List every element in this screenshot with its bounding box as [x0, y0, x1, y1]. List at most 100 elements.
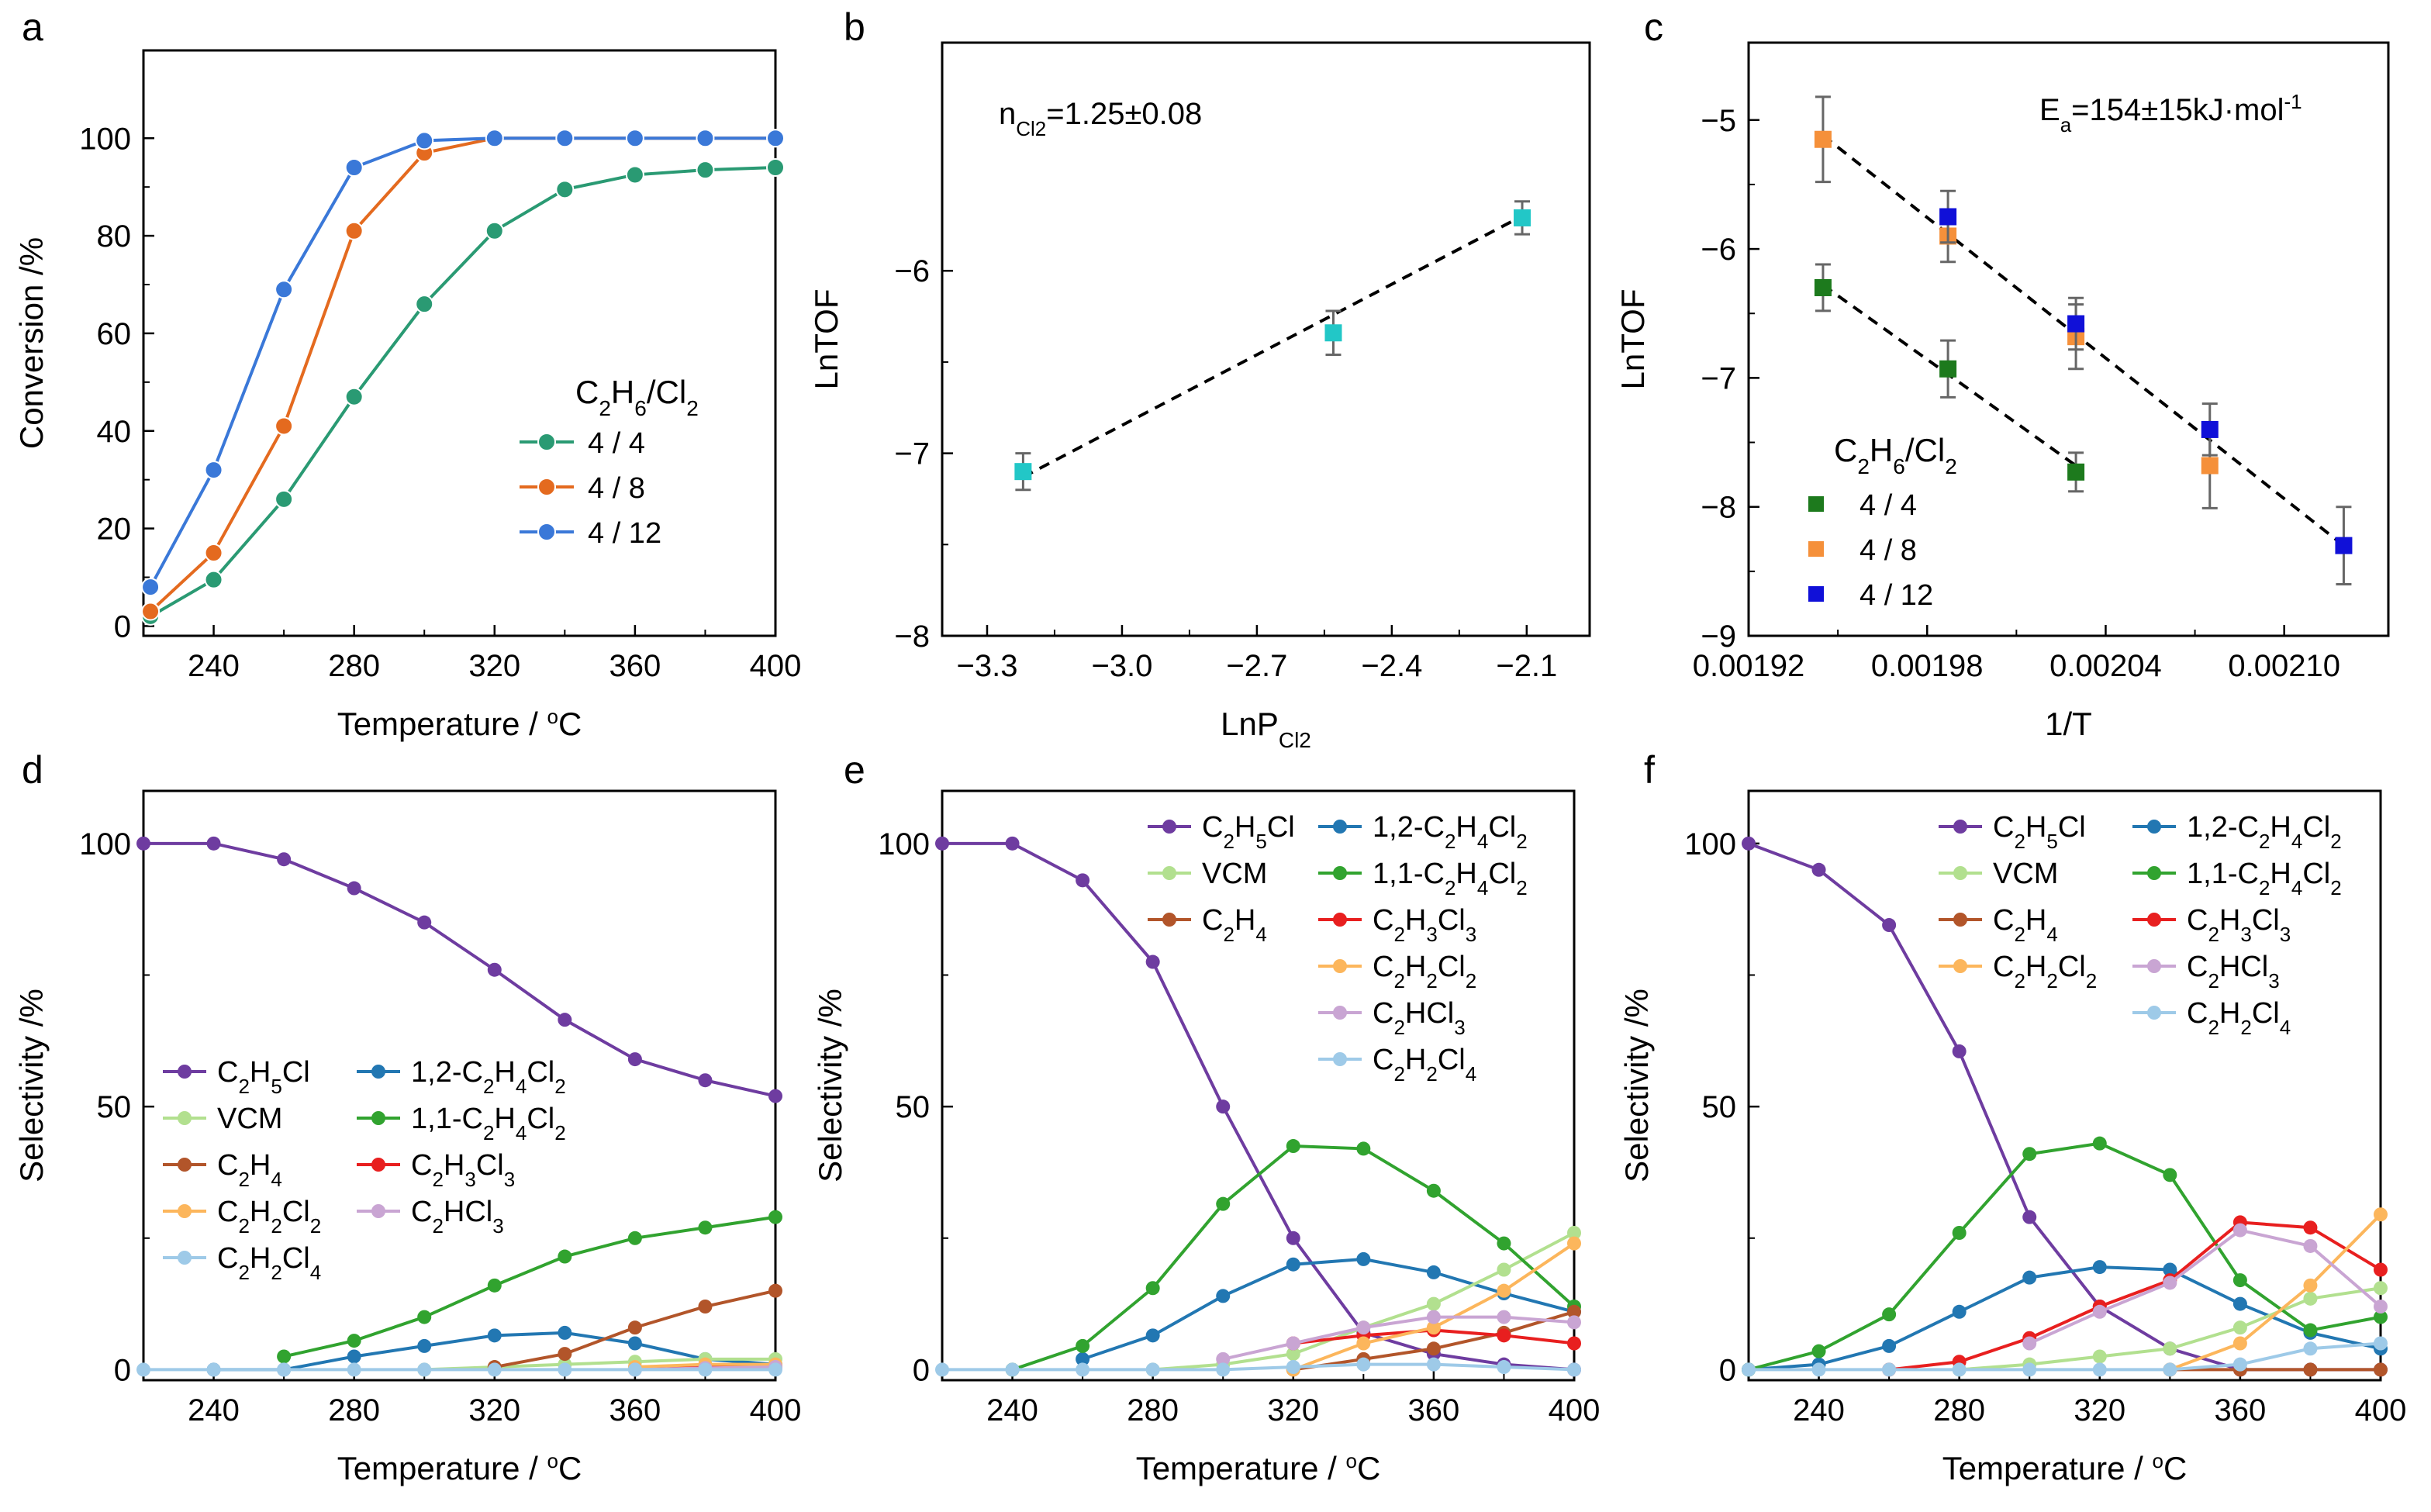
data-point	[2022, 1210, 2037, 1224]
data-point	[1426, 1265, 1441, 1279]
legend-label: 1,1-C2H4Cl2	[411, 1103, 566, 1144]
data-point	[766, 129, 785, 148]
data-point	[1514, 209, 1531, 226]
legend-label: C2H5Cl	[1993, 811, 2086, 853]
x-axis-title: Temperature / oC	[1136, 1449, 1381, 1486]
x-tick-label: −3.3	[957, 649, 1018, 683]
data-point	[1497, 1328, 1511, 1343]
y-axis-title: Selectivity /%	[812, 989, 848, 1182]
y-tick-label: −8	[1701, 491, 1736, 525]
data-point	[555, 129, 575, 148]
data-point	[1952, 1044, 1967, 1058]
legend-label: C2H5Cl	[1202, 811, 1295, 853]
data-point	[935, 836, 949, 851]
data-point	[2163, 1362, 2177, 1377]
panel-a: a 240 280 320 360 400 0 20 40 60 80 100 Temperature …	[13, 5, 801, 742]
legend-marker	[371, 1065, 385, 1079]
legend-marker	[1162, 913, 1176, 927]
data-point	[2303, 1362, 2318, 1377]
data-point	[1076, 873, 1090, 888]
legend-marker	[1333, 959, 1347, 973]
data-point	[415, 295, 434, 314]
legend-marker	[178, 1251, 192, 1265]
data-point	[935, 1362, 949, 1377]
legend-label: C2H2Cl4	[2187, 997, 2291, 1039]
x-tick-label: 280	[1933, 1393, 1985, 1427]
legend-title: C2H6/Cl2	[575, 374, 699, 420]
data-point	[347, 1362, 361, 1377]
data-point	[487, 1362, 502, 1377]
plot-frame	[142, 789, 777, 1382]
data-point	[1286, 1257, 1300, 1272]
data-point	[698, 1073, 713, 1088]
x-tick-label: 240	[1793, 1393, 1845, 1427]
x-axis-title: Temperature / oC	[1942, 1449, 2188, 1486]
series-line-1,1-C2H4Cl2	[283, 1215, 776, 1358]
data-point	[1145, 1328, 1160, 1343]
data-point	[2303, 1278, 2318, 1293]
x-tick-label: −2.4	[1361, 649, 1422, 683]
legend-label: 1,2-C2H4Cl2	[411, 1056, 566, 1098]
plot-frame	[1747, 41, 2390, 637]
data-point	[1567, 1315, 1581, 1330]
data-point	[206, 836, 221, 851]
x-tick-label: −2.1	[1496, 649, 1557, 683]
legend-label: C2H2Cl4	[1373, 1044, 1476, 1086]
data-point	[1426, 1310, 1441, 1324]
data-point	[1952, 1304, 1967, 1319]
data-point	[558, 1347, 572, 1362]
legend-label: C2HCl3	[411, 1196, 504, 1238]
data-point	[2232, 1296, 2247, 1311]
legend-label: VCM	[217, 1103, 282, 1135]
series-line-VCM	[424, 1357, 775, 1372]
data-point	[204, 544, 223, 563]
data-point	[1882, 918, 1897, 933]
legend-label: 4 / 12	[1860, 579, 1933, 612]
legend-label: C2H2Cl2	[217, 1196, 321, 1238]
legend-label: 1,2-C2H4Cl2	[2187, 811, 2342, 853]
legend-marker	[1333, 913, 1347, 927]
legend-marker	[1808, 586, 1824, 602]
data-point	[558, 1013, 572, 1027]
legend-marker	[1333, 820, 1347, 834]
data-point	[2232, 1223, 2247, 1238]
panel-letter: b	[844, 5, 865, 49]
data-point	[1076, 1338, 1090, 1353]
data-point	[698, 1220, 713, 1235]
panel-letter: f	[1644, 748, 1655, 792]
data-point	[1145, 1281, 1160, 1296]
y-axis-title: Conversion /%	[13, 237, 50, 449]
data-point	[768, 1362, 782, 1377]
legend-marker	[371, 1204, 385, 1218]
y-tick-label: −5	[1701, 104, 1736, 138]
x-tick-label: 400	[1549, 1393, 1601, 1427]
data-point	[1145, 954, 1160, 969]
x-tick-label: 0.00192	[1693, 649, 1805, 683]
data-point	[1286, 1347, 1300, 1362]
series-line-1,1-C2H4Cl2	[1748, 1141, 2381, 1372]
data-point	[696, 129, 715, 148]
legend-label: C2HCl3	[1373, 997, 1466, 1039]
data-point	[2092, 1136, 2107, 1151]
plot-frame	[941, 789, 1576, 1382]
data-point	[1742, 836, 1756, 851]
data-point	[2374, 1336, 2388, 1351]
legend-label: C2H4	[1993, 904, 2058, 946]
data-point	[1324, 324, 1342, 342]
legend-label: 1,1-C2H4Cl2	[2187, 858, 2342, 899]
y-tick-label: 0	[1719, 1353, 1736, 1387]
data-point	[2374, 1207, 2388, 1222]
x-tick-label: 0.00198	[1871, 649, 1984, 683]
data-point	[766, 158, 785, 177]
legend-label: 4 / 8	[588, 472, 645, 505]
y-tick-label: 60	[97, 317, 132, 351]
data-point	[2232, 1320, 2247, 1335]
x-tick-label: 280	[1127, 1393, 1179, 1427]
legend-label: C2H3Cl3	[1373, 904, 1476, 946]
data-point	[1426, 1296, 1441, 1311]
data-point	[1286, 1336, 1300, 1351]
data-point	[1426, 1341, 1441, 1356]
legend-marker	[1953, 866, 1967, 880]
data-point	[2201, 457, 2219, 475]
x-tick-label: −3.0	[1091, 649, 1152, 683]
